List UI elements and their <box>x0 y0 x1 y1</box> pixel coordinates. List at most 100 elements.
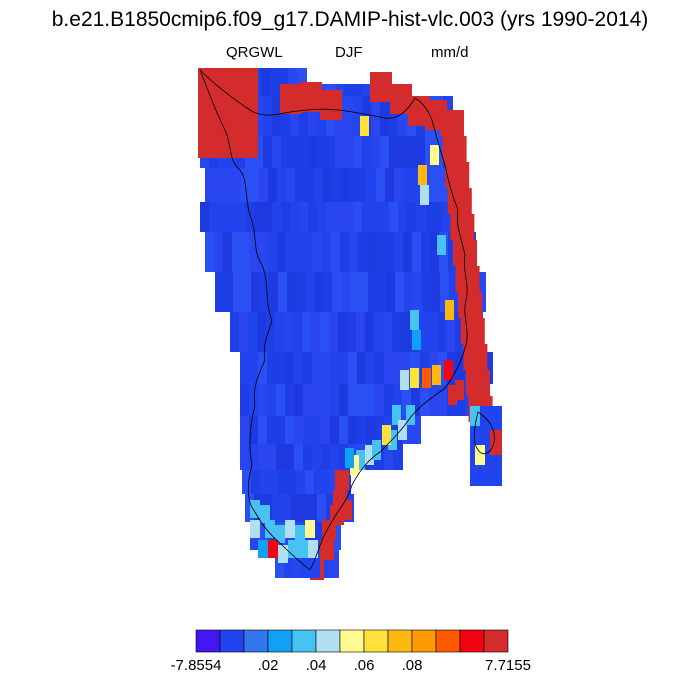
map-cell <box>223 168 233 202</box>
map-cell <box>340 232 350 272</box>
map-cell <box>322 168 332 202</box>
map-cell <box>312 352 322 384</box>
map-cell <box>236 202 246 232</box>
map-cell <box>233 272 243 312</box>
map-cell <box>275 525 285 543</box>
map-cell <box>232 168 242 202</box>
map-cell <box>276 352 286 384</box>
map-cell <box>339 352 349 384</box>
map-cell <box>272 136 282 168</box>
map-cell <box>412 232 422 272</box>
map-cell <box>296 272 306 312</box>
map-cell <box>389 136 399 168</box>
map-cell <box>483 352 493 384</box>
map-cell <box>431 272 441 312</box>
map-cell <box>290 202 300 232</box>
colorbar-swatch <box>459 629 485 653</box>
map-cell <box>401 312 411 352</box>
map-cell <box>258 352 268 384</box>
map-cell <box>386 272 396 312</box>
map-cell <box>380 96 390 136</box>
map-cell <box>285 384 295 416</box>
colorbar-swatch <box>339 629 365 653</box>
map-cell <box>303 384 313 416</box>
map-cell <box>260 505 270 523</box>
map-cell <box>357 384 367 416</box>
map-cell <box>370 72 392 102</box>
units-label: mm/d <box>431 44 469 61</box>
map-cell <box>404 272 414 312</box>
map-cell <box>407 136 417 168</box>
map-cell <box>338 500 352 520</box>
colorbar-swatch <box>411 629 437 653</box>
map-cell <box>285 444 295 470</box>
map-cell <box>357 352 367 384</box>
map-cell <box>412 168 422 202</box>
coastline-island <box>473 411 495 455</box>
map-cell <box>267 416 277 444</box>
map-cell <box>371 136 381 168</box>
map-cell <box>290 494 300 522</box>
map-cell <box>230 312 240 352</box>
map-cell <box>290 96 300 136</box>
map-cell <box>308 202 318 232</box>
map-cell <box>335 136 345 168</box>
map-cell <box>331 232 341 272</box>
map-cell <box>384 352 394 384</box>
map-cell <box>428 312 438 352</box>
colorbar-tick-label: .02 <box>257 657 279 674</box>
map-cell <box>276 384 286 416</box>
map-cell <box>287 272 297 312</box>
map-cell <box>406 405 415 425</box>
map-cell <box>344 96 354 136</box>
map-cell <box>294 416 304 444</box>
map-cell <box>308 494 318 522</box>
map-cell <box>383 312 393 352</box>
map-cell <box>365 445 374 465</box>
colorbar-swatch <box>363 629 389 653</box>
map-cell <box>372 440 381 460</box>
map-cell <box>294 352 304 384</box>
coastline-west <box>199 69 311 571</box>
map-cell <box>444 360 453 380</box>
map-cell <box>393 352 403 384</box>
map-cell <box>353 202 363 232</box>
map-cell <box>374 312 384 352</box>
colorbar-swatch <box>483 629 509 653</box>
map-cell <box>299 202 309 232</box>
map-cell <box>339 444 349 470</box>
map-cell <box>250 168 260 202</box>
map-cell <box>490 430 502 455</box>
map-cell <box>272 96 282 136</box>
map-cell <box>356 450 365 470</box>
map-cell <box>335 470 349 490</box>
map-cell <box>250 520 260 538</box>
map-cell <box>347 312 357 352</box>
map-cell <box>365 312 375 352</box>
map-cell <box>389 96 399 136</box>
map-cell <box>299 136 309 168</box>
map-cell <box>456 352 466 384</box>
map-cell <box>448 385 457 405</box>
map-cell <box>281 494 291 522</box>
colorbar-swatch <box>435 629 461 653</box>
map-cell <box>455 380 464 400</box>
map-cell <box>251 272 261 312</box>
map-cell <box>348 352 358 384</box>
map-cell <box>295 525 305 543</box>
map-cell <box>367 232 377 272</box>
map-cell <box>263 202 273 232</box>
map-cell <box>445 300 454 320</box>
map-cell <box>278 545 288 563</box>
colorbar-swatch <box>291 629 317 653</box>
map-cell <box>330 352 340 384</box>
map-cell <box>402 352 412 384</box>
map-cell <box>258 540 268 558</box>
map-cell <box>384 444 394 470</box>
map-cell <box>300 82 322 112</box>
colorbar-swatch <box>267 629 293 653</box>
map-cell <box>332 272 342 312</box>
map-cell <box>385 232 395 272</box>
map-cell <box>432 365 441 385</box>
